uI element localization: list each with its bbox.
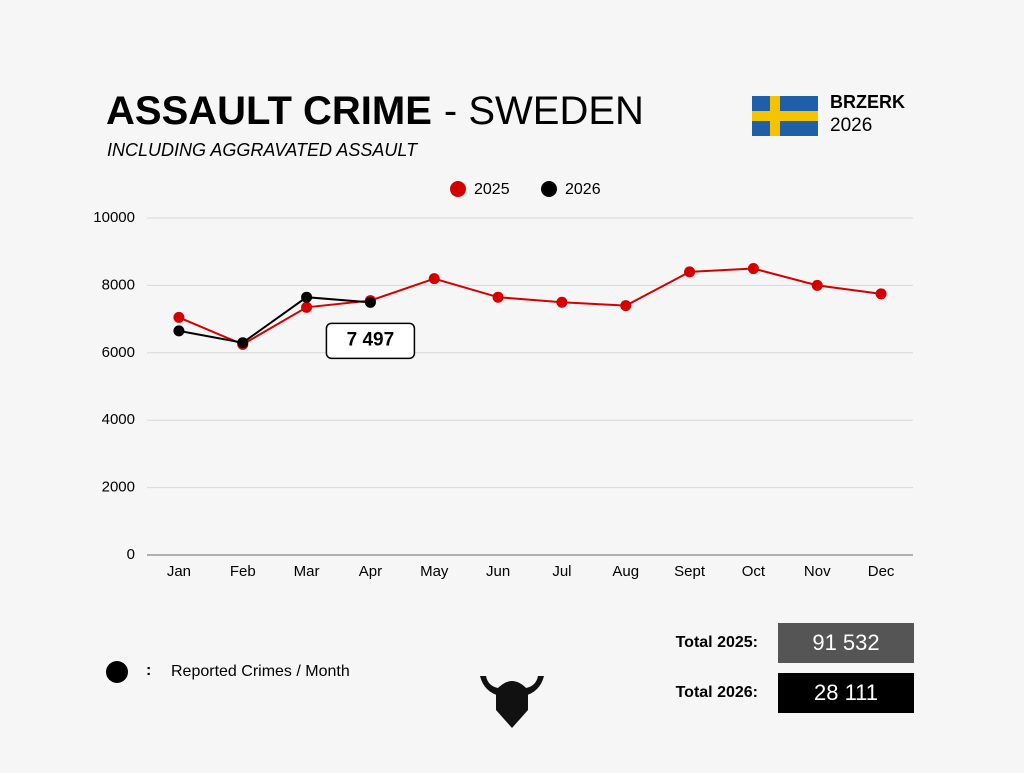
value-label-box bbox=[325, 322, 416, 360]
series-line bbox=[178, 267, 882, 346]
key-dot bbox=[106, 661, 128, 683]
data-point bbox=[173, 311, 185, 323]
series-line bbox=[178, 296, 371, 344]
data-point bbox=[684, 266, 696, 278]
total-value: 28 111 bbox=[814, 680, 878, 705]
key-text: Reported Crimes / Month bbox=[171, 663, 350, 680]
x-tick-label: Dec bbox=[868, 563, 895, 580]
brand: BRZERK bbox=[830, 92, 905, 112]
y-tick-label: 10000 bbox=[93, 209, 135, 226]
y-tick-label: 6000 bbox=[102, 344, 135, 361]
flag bbox=[752, 96, 818, 136]
x-tick-label: Mar bbox=[294, 563, 320, 580]
y-tick-label: 0 bbox=[127, 546, 135, 563]
value-label: 7 497 bbox=[347, 329, 395, 350]
data-point bbox=[875, 288, 887, 300]
y-tick-label: 4000 bbox=[102, 411, 135, 428]
x-tick-label: Oct bbox=[742, 563, 766, 580]
data-point bbox=[556, 296, 568, 308]
chart-title: ASSAULT CRIME - SWEDEN bbox=[106, 89, 644, 133]
x-tick-label: Nov bbox=[804, 563, 831, 580]
data-point bbox=[811, 279, 823, 291]
data-point bbox=[747, 263, 759, 275]
total-box bbox=[778, 673, 914, 713]
brand-year: 2026 bbox=[830, 115, 872, 136]
subtitle: INCLUDING AGGRAVATED ASSAULT bbox=[107, 140, 419, 160]
title-main: ASSAULT CRIME bbox=[106, 89, 432, 133]
x-tick-label: Apr bbox=[359, 563, 382, 580]
x-tick-label: Aug bbox=[612, 563, 639, 580]
x-tick-label: Jul bbox=[552, 563, 571, 580]
title-rest: - SWEDEN bbox=[444, 89, 644, 133]
legend-dot bbox=[541, 181, 557, 197]
legend-label: 2026 bbox=[565, 181, 601, 198]
data-point bbox=[301, 291, 313, 303]
data-point bbox=[237, 337, 249, 349]
data-point bbox=[173, 325, 185, 337]
x-tick-label: Sept bbox=[674, 563, 706, 580]
x-tick-label: Jun bbox=[486, 563, 510, 580]
total-box bbox=[778, 623, 914, 663]
y-tick-label: 2000 bbox=[102, 479, 135, 496]
total-label: Total 2026: bbox=[676, 684, 758, 701]
total-label: Total 2025: bbox=[676, 634, 758, 651]
data-point bbox=[428, 273, 440, 285]
legend-label: 2025 bbox=[474, 181, 510, 198]
data-point bbox=[301, 301, 313, 313]
logo bbox=[480, 676, 544, 728]
legend-dot bbox=[450, 181, 466, 197]
total-value: 91 532 bbox=[812, 630, 879, 655]
data-point bbox=[620, 300, 632, 312]
data-point bbox=[364, 296, 376, 308]
y-tick-label: 8000 bbox=[102, 276, 135, 293]
x-tick-label: May bbox=[420, 563, 449, 580]
x-tick-label: Feb bbox=[230, 563, 256, 580]
key-separator: : bbox=[146, 662, 151, 679]
x-tick-label: Jan bbox=[167, 563, 191, 580]
data-point bbox=[492, 291, 504, 303]
